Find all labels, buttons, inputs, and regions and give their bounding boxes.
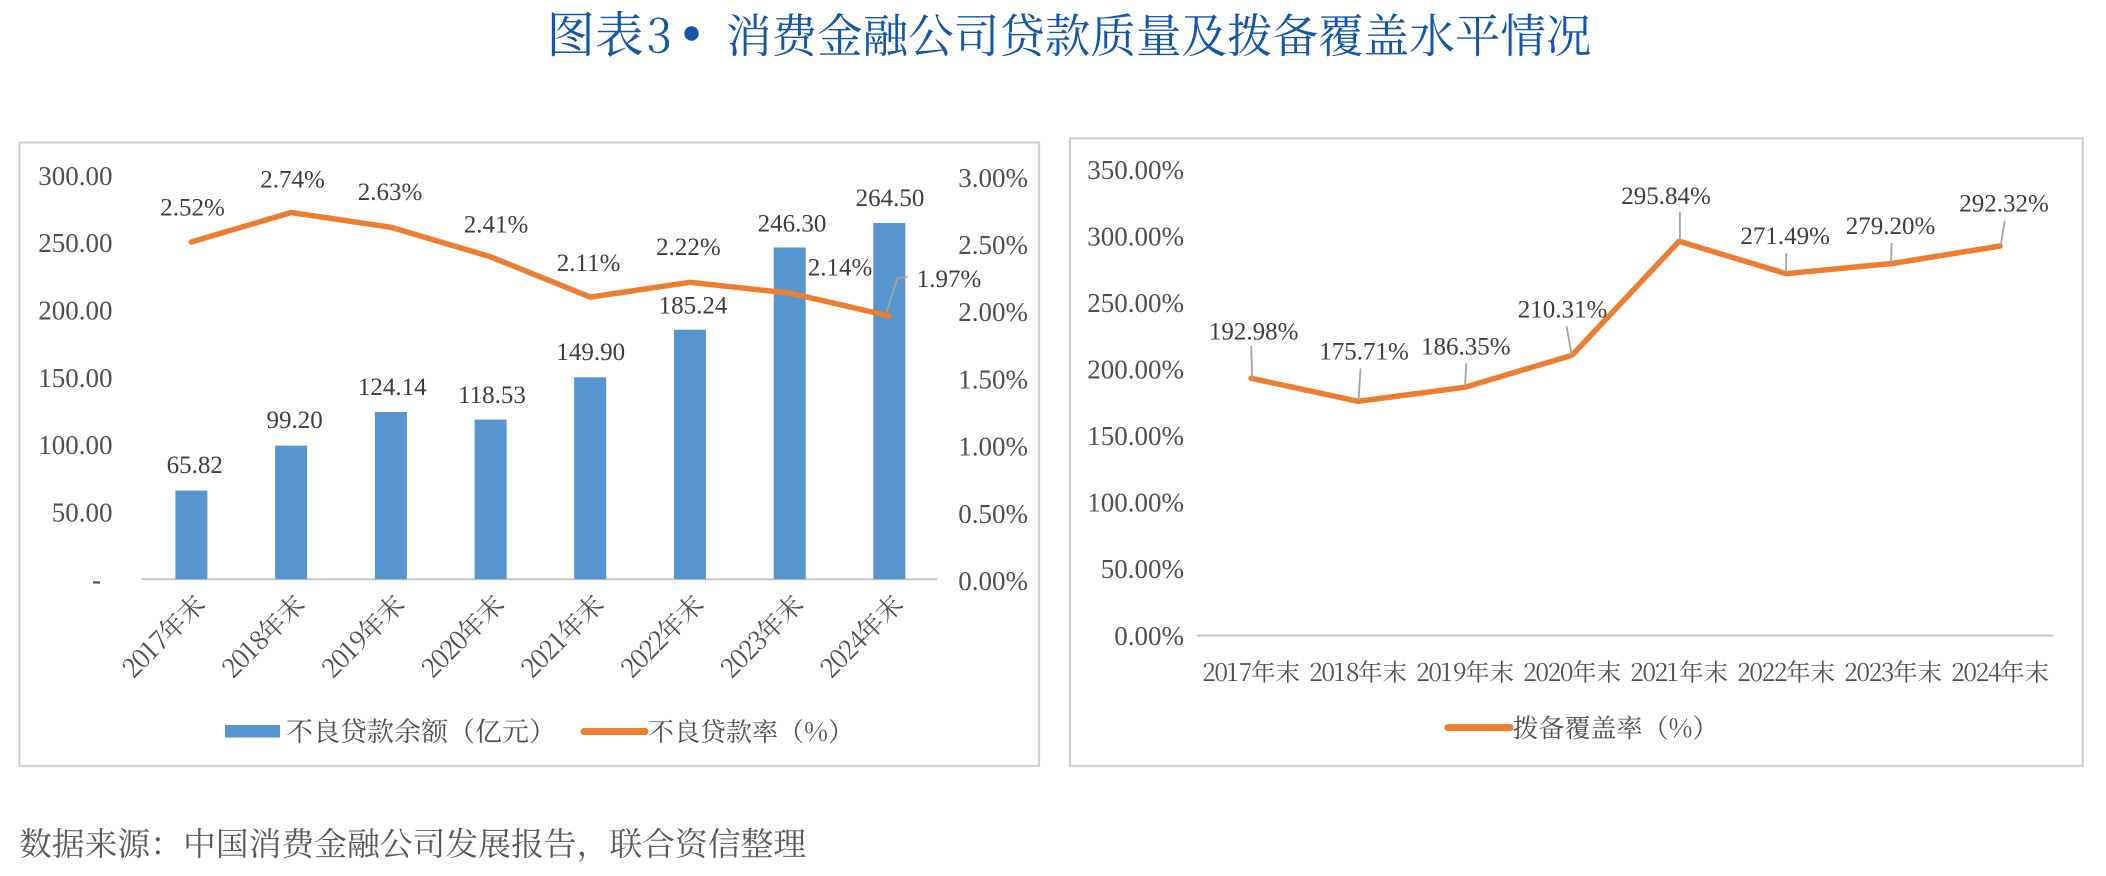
svg-text:250.00: 250.00 [38,228,112,258]
svg-text:0.00%: 0.00% [958,566,1028,596]
svg-text:2.74%: 2.74% [260,167,325,194]
svg-text:150.00: 150.00 [38,363,112,393]
svg-text:350.00%: 350.00% [1087,155,1184,185]
svg-text:300.00%: 300.00% [1087,222,1184,252]
svg-text:271.49%: 271.49% [1740,223,1830,250]
svg-text:65.82: 65.82 [167,452,223,479]
svg-text:295.84%: 295.84% [1621,183,1711,210]
svg-text:100.00%: 100.00% [1087,488,1184,518]
svg-text:2.14%: 2.14% [808,254,873,281]
svg-text:149.90: 149.90 [556,339,625,366]
svg-text:200.00%: 200.00% [1087,355,1184,385]
svg-text:2.22%: 2.22% [656,234,721,261]
svg-text:0.50%: 0.50% [958,499,1028,529]
svg-text:175.71%: 175.71% [1319,339,1409,366]
svg-text:300.00: 300.00 [38,161,112,191]
svg-text:124.14: 124.14 [358,374,427,401]
svg-text:2.11%: 2.11% [557,250,621,277]
svg-text:1.50%: 1.50% [958,364,1028,394]
svg-text:2.00%: 2.00% [958,297,1028,327]
svg-text:50.00: 50.00 [52,498,113,528]
svg-text:2.41%: 2.41% [464,211,529,238]
svg-text:250.00%: 250.00% [1087,288,1184,318]
svg-text:-: - [92,565,101,595]
svg-text:2.50%: 2.50% [958,230,1028,260]
svg-text:50.00%: 50.00% [1101,554,1184,584]
svg-text:150.00%: 150.00% [1087,421,1184,451]
svg-text:2.52%: 2.52% [160,195,225,222]
svg-text:246.30: 246.30 [758,211,827,238]
svg-text:0.00%: 0.00% [1114,621,1184,651]
svg-text:99.20: 99.20 [266,407,322,434]
svg-text:1.97%: 1.97% [917,266,982,293]
svg-text:185.24: 185.24 [659,293,728,320]
svg-text:186.35%: 186.35% [1421,334,1511,361]
svg-text:118.53: 118.53 [458,382,526,409]
svg-text:210.31%: 210.31% [1518,296,1608,323]
svg-text:264.50: 264.50 [856,185,925,212]
svg-text:100.00: 100.00 [38,430,112,460]
svg-text:200.00: 200.00 [38,296,112,326]
svg-text:3.00%: 3.00% [958,163,1028,193]
svg-text:292.32%: 292.32% [1959,191,2049,218]
svg-text:192.98%: 192.98% [1209,319,1299,346]
svg-text:1.00%: 1.00% [958,432,1028,462]
svg-text:279.20%: 279.20% [1846,213,1936,240]
svg-text:2.63%: 2.63% [358,179,423,206]
